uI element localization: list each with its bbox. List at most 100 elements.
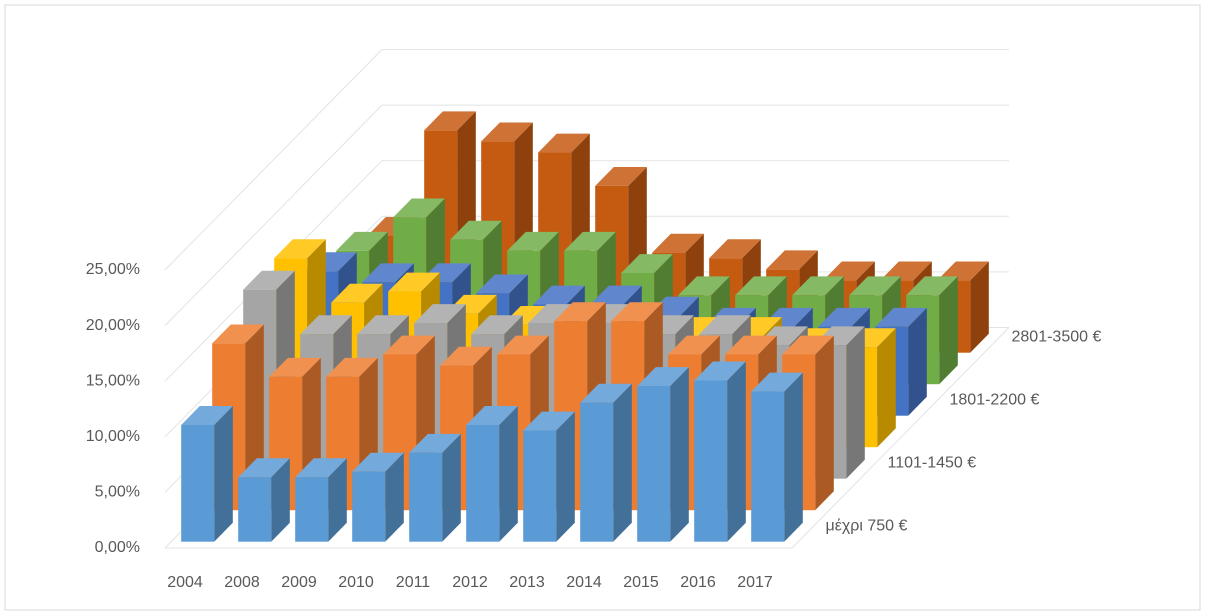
bar [181, 406, 233, 542]
bar-side [556, 411, 575, 542]
bar [466, 406, 518, 542]
bar [751, 372, 803, 542]
bar-top [782, 335, 834, 355]
x-tick-label: 2013 [509, 574, 545, 591]
bar [238, 458, 290, 542]
bar-side [613, 383, 632, 542]
bar-top [274, 239, 326, 259]
bar-front [352, 471, 386, 542]
y-tick-label: 10,00% [86, 428, 140, 445]
bar-top [414, 304, 466, 324]
x-tick-label: 2008 [224, 574, 260, 591]
bar-front [238, 477, 272, 542]
bar-top [243, 270, 295, 290]
bar-top [383, 335, 435, 355]
bar-top [523, 411, 575, 431]
bar-top [564, 231, 616, 251]
bar-top [751, 372, 803, 392]
bar-side [815, 335, 834, 511]
bar-side [271, 458, 290, 542]
bar-front [181, 424, 215, 542]
bar-top [699, 315, 751, 335]
bar-top [357, 315, 409, 335]
x-tick-label: 2011 [396, 574, 431, 591]
bar-front [466, 424, 500, 542]
bar-top [554, 302, 606, 322]
bar-top [611, 302, 663, 322]
x-tick-label: 2017 [737, 574, 773, 591]
bar-side [214, 406, 233, 542]
y-tick-label: 25,00% [86, 261, 140, 278]
x-tick-label: 2015 [623, 574, 659, 591]
bar-top [393, 198, 445, 218]
bar-top [590, 285, 642, 305]
bar-top [440, 346, 492, 366]
bar-front [580, 402, 614, 542]
bar-top [212, 324, 264, 344]
bar-top [409, 433, 461, 453]
bar-front [694, 380, 728, 542]
bar-top [336, 231, 388, 251]
bar [580, 383, 632, 542]
bar-side [328, 458, 347, 542]
bar-side [908, 307, 927, 416]
bar-top [668, 335, 720, 355]
bar-side [784, 372, 803, 542]
bar-top [331, 283, 383, 303]
bar-top [481, 122, 533, 142]
x-tick-label: 2009 [281, 574, 317, 591]
bar-top [352, 452, 404, 472]
floor-edge [165, 327, 1010, 549]
bar-top [880, 261, 932, 281]
bar [523, 411, 575, 542]
bar [352, 452, 404, 542]
bar-front [409, 452, 443, 542]
bar-top [533, 285, 585, 305]
bar-top [362, 263, 414, 283]
bar-top [709, 239, 761, 259]
bar-top [678, 276, 730, 296]
bar-top [875, 307, 927, 327]
bar-top [450, 220, 502, 240]
bar-top [637, 367, 689, 387]
x-tick-label: 2016 [680, 574, 716, 591]
bar-top [476, 274, 528, 294]
bar-top [818, 307, 870, 327]
bar-top [725, 335, 777, 355]
y-tick-label: 15,00% [86, 372, 140, 389]
bar-side [877, 328, 896, 448]
bar [637, 367, 689, 542]
bar-top [823, 261, 875, 281]
bar-top [181, 406, 233, 425]
bar-front [523, 430, 557, 542]
bar-top [621, 254, 673, 273]
x-tick-label: 2014 [566, 574, 602, 591]
bar-top [906, 276, 958, 296]
bar [409, 433, 461, 542]
bar-top [595, 167, 647, 186]
bar-top [538, 133, 590, 153]
bar-top [766, 250, 818, 270]
bar-top [849, 276, 901, 296]
depth-label: μέχρι 750 € [826, 517, 908, 534]
x-tick-label: 2010 [338, 574, 374, 591]
bar-front [637, 386, 671, 542]
bar-front [295, 477, 329, 542]
grid-line [164, 160, 1009, 382]
depth-label: 1101-1450 € [888, 454, 977, 471]
bar-top [300, 315, 352, 335]
bar-side [970, 261, 989, 353]
bar-side [499, 406, 518, 542]
y-tick-label: 20,00% [86, 317, 140, 334]
bar-top [466, 406, 518, 425]
bar-top [424, 111, 476, 131]
bar-side [385, 452, 404, 542]
bar-top [497, 335, 549, 355]
x-tick-label: 2012 [452, 574, 488, 591]
bar-top [937, 261, 989, 281]
depth-label: 2801-3500 € [1012, 328, 1102, 345]
bar-side [670, 367, 689, 542]
bar [295, 458, 347, 542]
bar [694, 361, 746, 542]
